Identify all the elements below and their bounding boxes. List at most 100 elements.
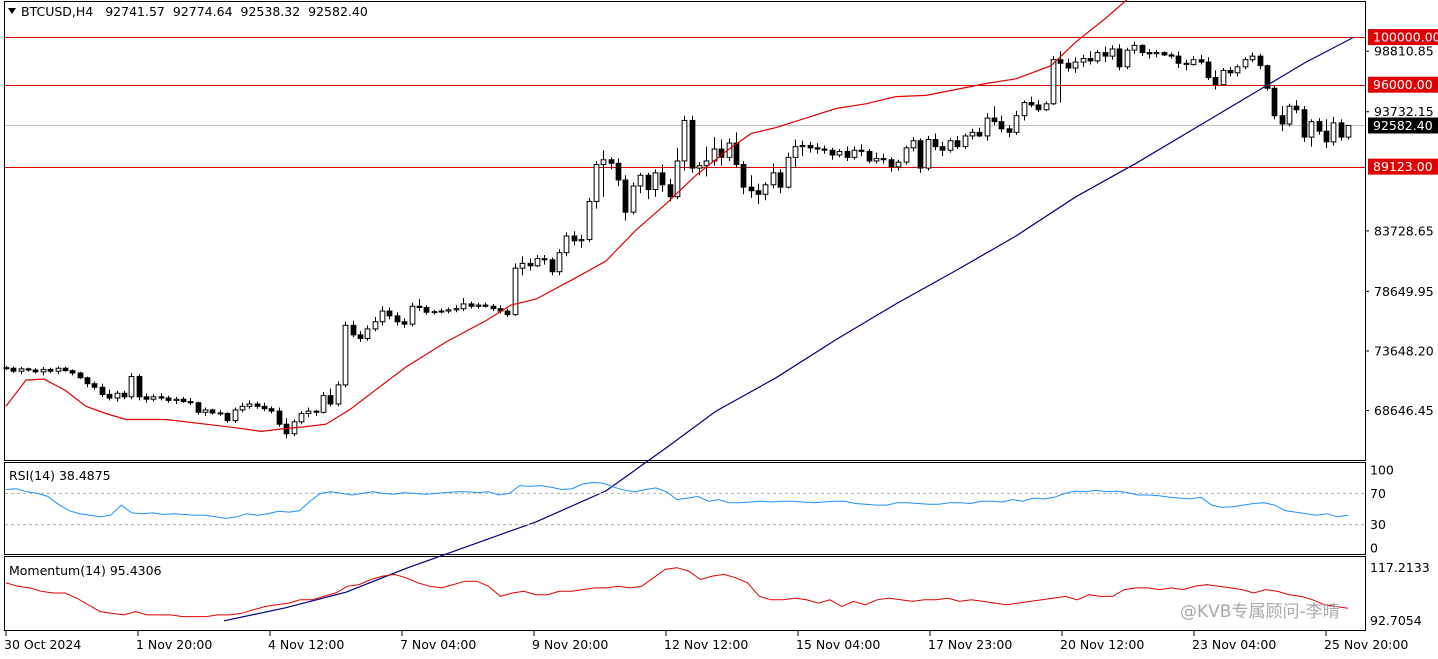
candle-body (836, 150, 843, 156)
candle (357, 331, 364, 343)
candle-body (1323, 130, 1330, 143)
candle (917, 138, 924, 173)
candle (276, 407, 283, 427)
candle-body (69, 370, 76, 374)
candle-body (1308, 121, 1315, 138)
candle-body (1028, 102, 1035, 106)
candle (202, 407, 209, 416)
candle (364, 325, 371, 341)
candle (910, 137, 917, 152)
candle-body (445, 309, 452, 312)
candle-body (556, 252, 563, 273)
candle (77, 371, 84, 379)
candle-body (829, 149, 836, 156)
main-panel-content (3, 0, 1365, 622)
candle-body (313, 410, 320, 413)
time-tick-label: 30 Oct 2024 (4, 637, 81, 652)
candle (453, 305, 460, 313)
candle-body (165, 397, 172, 401)
candle (1175, 51, 1182, 69)
candle (1072, 57, 1079, 73)
level-price-label: 100000.00 (1373, 30, 1438, 45)
candle (1198, 54, 1205, 65)
candle (261, 402, 268, 412)
candle (1205, 57, 1212, 80)
candle (1057, 51, 1064, 103)
time-tick-label: 15 Nov 04:00 (796, 637, 880, 652)
candle-body (239, 405, 246, 411)
momentum-tick-label: 92.7054 (1370, 613, 1422, 628)
candle (659, 164, 666, 192)
candle-body (903, 147, 910, 163)
candle (593, 160, 600, 209)
candle (1013, 110, 1020, 135)
candle (976, 127, 983, 138)
momentum-panel-content (5, 567, 1349, 618)
level-price-tag (1368, 158, 1438, 175)
candle-body (1021, 102, 1028, 117)
time-tick-label: 20 Nov 12:00 (1060, 637, 1144, 652)
candle-body (173, 398, 180, 401)
time-axis: 30 Oct 2024 1 Nov 20:00 4 Nov 12:00 7 Nov 0… (4, 631, 1408, 652)
candle-body (32, 369, 39, 373)
candle (47, 367, 54, 373)
candle (851, 146, 858, 160)
candle-body (814, 147, 821, 150)
candle (667, 178, 674, 202)
candle-body (438, 310, 445, 313)
ma_fast-line[interactable] (5, 0, 1354, 433)
candle-body (674, 160, 681, 198)
candle (615, 158, 622, 186)
candle-body (962, 135, 969, 148)
candle (475, 302, 482, 309)
candle (703, 146, 710, 177)
candle-body (1242, 59, 1249, 68)
candle-body (1330, 122, 1337, 143)
candle-body (1050, 59, 1057, 105)
candle-body (681, 119, 688, 162)
candle (984, 113, 991, 141)
candle (519, 256, 526, 276)
candle-body (62, 367, 69, 372)
candle-body (755, 190, 762, 195)
rsi-tick-label: 30 (1370, 517, 1386, 532)
candle-body (490, 305, 497, 310)
candle (1006, 125, 1013, 138)
candle (1028, 96, 1035, 108)
candle-body (1161, 52, 1168, 56)
time-tick-label: 17 Nov 23:00 (928, 637, 1012, 652)
candle (114, 390, 121, 402)
ma_slow-line[interactable] (223, 36, 1355, 622)
candle (1094, 50, 1101, 64)
candle-body (1316, 121, 1323, 132)
candle-body (1286, 105, 1293, 125)
candle (637, 172, 644, 194)
momentum-line[interactable] (5, 567, 1349, 618)
candle-body (976, 131, 983, 137)
candle-body (534, 258, 541, 267)
candle (1264, 64, 1271, 91)
candle-body (785, 156, 792, 188)
candle-body (1264, 65, 1271, 89)
candle (55, 366, 62, 375)
candle-body (254, 403, 261, 407)
candle (313, 409, 320, 416)
candle-body (895, 161, 902, 168)
candle (903, 145, 910, 165)
candle-body (305, 410, 312, 414)
candle (858, 144, 865, 157)
rsi-line[interactable] (5, 481, 1349, 519)
dropdown-triangle-icon[interactable] (8, 8, 16, 14)
candle (674, 147, 681, 200)
candle (298, 411, 305, 425)
candle (1316, 118, 1323, 135)
candle-body (217, 412, 224, 415)
candle-body (327, 395, 334, 405)
candle-body (1102, 52, 1109, 57)
candle-body (696, 165, 703, 169)
level-price-label: 89123.00 (1373, 159, 1433, 174)
candle (165, 395, 172, 403)
candle-body (224, 412, 231, 422)
